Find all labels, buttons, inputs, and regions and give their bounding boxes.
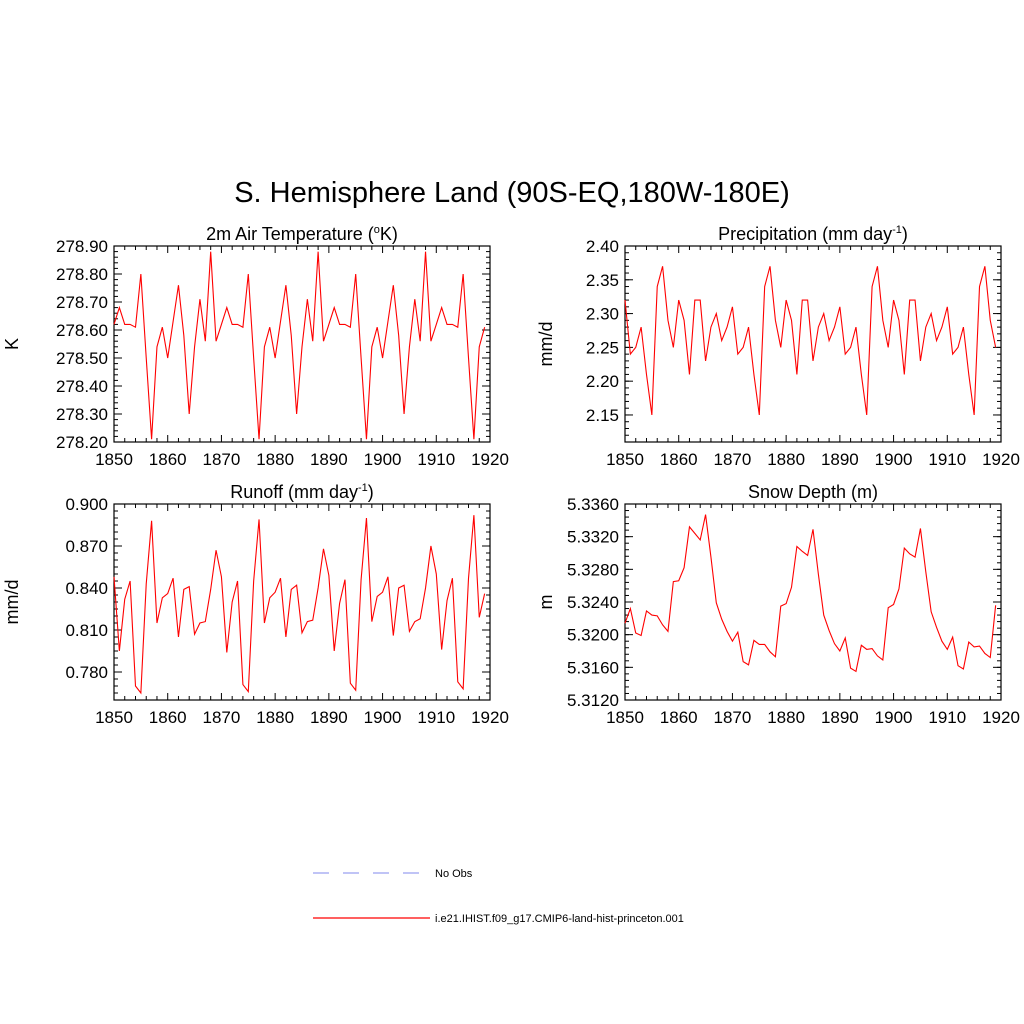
precipitation-ytick-label: 2.35 bbox=[586, 271, 619, 290]
figure-title: S. Hemisphere Land (90S-EQ,180W-180E) bbox=[234, 177, 790, 209]
legend-label-model: i.e21.IHIST.f09_g17.CMIP6-land-hist-prin… bbox=[435, 913, 684, 925]
air-temperature-ytick-label: 278.50 bbox=[56, 349, 108, 368]
snow-depth-title: Snow Depth (m) bbox=[748, 482, 878, 502]
panel-air-temperature: 2m Air Temperature (oK) K 1850 1860 1870 1880… bbox=[2, 224, 509, 469]
precipitation-xtick-label: 1910 bbox=[928, 450, 966, 469]
air-temperature-xtick-label: 1850 bbox=[95, 450, 133, 469]
air-temperature-ytick-label: 278.40 bbox=[56, 377, 108, 396]
runoff-xtick-label: 1870 bbox=[203, 708, 241, 727]
snow-depth-ytick-label: 5.3280 bbox=[567, 560, 619, 579]
snow-depth-series-line bbox=[624, 514, 997, 673]
air-temperature-xtick-label: 1860 bbox=[149, 450, 187, 469]
runoff-xtick-label: 1910 bbox=[417, 708, 455, 727]
precipitation-xtick-label: 1900 bbox=[875, 450, 913, 469]
runoff-ytick-label: 0.840 bbox=[65, 579, 108, 598]
runoff-xtick-label: 1880 bbox=[256, 708, 294, 727]
snow-depth-xtick-label: 1860 bbox=[660, 708, 698, 727]
air-temperature-xtick-label: 1880 bbox=[256, 450, 294, 469]
precipitation-xtick-label: 1870 bbox=[714, 450, 752, 469]
precipitation-xtick-label: 1850 bbox=[606, 450, 644, 469]
air-temperature-ytick-label: 278.60 bbox=[56, 321, 108, 340]
precipitation-xtick-label: 1920 bbox=[982, 450, 1020, 469]
snow-depth-ytick-label: 5.3320 bbox=[567, 528, 619, 547]
snow-depth-ytick-label: 5.3200 bbox=[567, 626, 619, 645]
runoff-series-line bbox=[113, 515, 486, 695]
air-temperature-xtick-label: 1910 bbox=[417, 450, 455, 469]
panel-snow-depth: Snow Depth (m) m 1850 1860 1870 1880 1890 1900 1… bbox=[536, 482, 1020, 727]
precipitation-ytick-label: 2.20 bbox=[586, 372, 619, 391]
air-temperature-ytick-label: 278.30 bbox=[56, 405, 108, 424]
snow-depth-xtick-label: 1890 bbox=[821, 708, 859, 727]
precipitation-xtick-label: 1880 bbox=[767, 450, 805, 469]
runoff-ytick-label: 0.870 bbox=[65, 537, 108, 556]
air-temperature-ytick-label: 278.70 bbox=[56, 293, 108, 312]
snow-depth-xtick-label: 1870 bbox=[714, 708, 752, 727]
snow-depth-ytick-label: 5.3360 bbox=[567, 495, 619, 514]
precipitation-ylabel: mm/d bbox=[536, 322, 556, 367]
legend-label-no-obs: No Obs bbox=[435, 868, 473, 880]
legend: No Obs i.e21.IHIST.f09_g17.CMIP6-land-hi… bbox=[313, 868, 684, 925]
runoff-frame bbox=[113, 503, 491, 701]
runoff-xtick-label: 1860 bbox=[149, 708, 187, 727]
snow-depth-xtick-label: 1920 bbox=[982, 708, 1020, 727]
runoff-ytick-label: 0.810 bbox=[65, 621, 108, 640]
air-temperature-ytick-label: 278.90 bbox=[56, 237, 108, 256]
snow-depth-ytick-label: 5.3240 bbox=[567, 593, 619, 612]
snow-depth-ytick-label: 5.3160 bbox=[567, 658, 619, 677]
runoff-xtick-label: 1890 bbox=[310, 708, 348, 727]
runoff-xtick-label: 1920 bbox=[471, 708, 509, 727]
runoff-xtick-label: 1850 bbox=[95, 708, 133, 727]
air-temperature-xtick-label: 1890 bbox=[310, 450, 348, 469]
runoff-ytick-label: 0.780 bbox=[65, 663, 108, 682]
precipitation-ytick-label: 2.25 bbox=[586, 338, 619, 357]
air-temperature-series-line bbox=[113, 251, 486, 440]
precipitation-ytick-label: 2.30 bbox=[586, 305, 619, 324]
air-temperature-ylabel: K bbox=[2, 338, 22, 350]
runoff-xtick-label: 1900 bbox=[364, 708, 402, 727]
panel-precipitation: Precipitation (mm day-1) mm/d 1850 1860 1870… bbox=[536, 224, 1020, 469]
precipitation-frame bbox=[624, 245, 1002, 443]
panels: 2m Air Temperature (oK) K 1850 1860 1870 1880… bbox=[2, 224, 1020, 727]
air-temperature-frame bbox=[113, 245, 491, 443]
snow-depth-xtick-label: 1850 bbox=[606, 708, 644, 727]
snow-depth-xtick-label: 1880 bbox=[767, 708, 805, 727]
runoff-ytick-label: 0.900 bbox=[65, 495, 108, 514]
panel-runoff: Runoff (mm day-1) mm/d 1850 1860 1870 1880 189… bbox=[2, 482, 509, 727]
precipitation-xtick-label: 1860 bbox=[660, 450, 698, 469]
precipitation-title: Precipitation (mm day-1) bbox=[718, 224, 908, 244]
precipitation-series-line bbox=[624, 266, 997, 416]
snow-depth-ytick-label: 5.3120 bbox=[567, 691, 619, 710]
snow-depth-xtick-label: 1910 bbox=[928, 708, 966, 727]
air-temperature-ytick-label: 278.20 bbox=[56, 433, 108, 452]
runoff-ylabel: mm/d bbox=[2, 580, 22, 625]
precipitation-ytick-label: 2.40 bbox=[586, 237, 619, 256]
snow-depth-xtick-label: 1900 bbox=[875, 708, 913, 727]
precipitation-xtick-label: 1890 bbox=[821, 450, 859, 469]
snow-depth-ylabel: m bbox=[536, 595, 556, 610]
air-temperature-xtick-label: 1900 bbox=[364, 450, 402, 469]
air-temperature-title: 2m Air Temperature (oK) bbox=[206, 224, 398, 244]
air-temperature-xtick-label: 1870 bbox=[203, 450, 241, 469]
runoff-title: Runoff (mm day-1) bbox=[230, 482, 374, 502]
air-temperature-xtick-label: 1920 bbox=[471, 450, 509, 469]
air-temperature-ytick-label: 278.80 bbox=[56, 265, 108, 284]
precipitation-ytick-label: 2.15 bbox=[586, 406, 619, 425]
